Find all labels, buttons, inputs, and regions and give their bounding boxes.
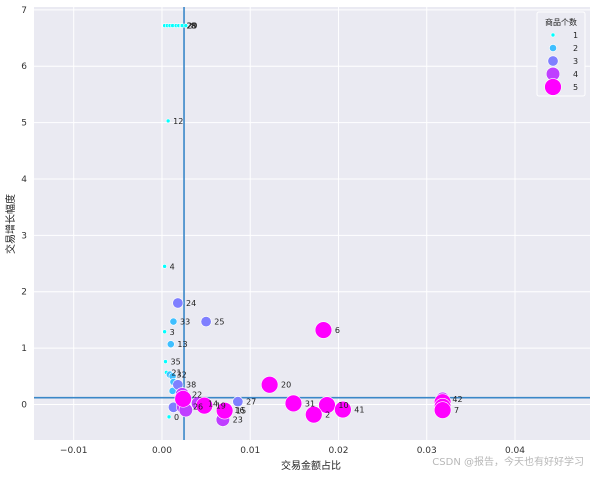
point-label: 25 [214,318,224,327]
x-axis-label: 交易金额占比 [281,459,341,472]
point-label: 27 [246,398,256,407]
x-tick-label: 0.04 [505,446,525,456]
legend-title: 商品个数 [545,17,577,27]
point-label: 26 [193,403,203,412]
y-tick-label: 0 [21,400,27,410]
legend-entry-label: 4 [573,70,578,79]
data-point [169,317,178,326]
point-label: 4 [170,262,175,271]
data-point [163,359,168,364]
data-point [215,401,234,420]
data-point [334,400,352,419]
legend-marker [547,55,559,67]
point-label: 29 [187,22,197,31]
point-label: 41 [354,406,364,415]
point-label: 38 [186,381,196,390]
data-point [200,316,212,328]
point-label: 3 [170,328,175,337]
y-tick-label: 3 [21,231,27,241]
point-label: 21 [171,368,181,377]
x-tick-label: 0.00 [152,446,172,456]
y-tick-labels: 0 1 2 3 4 5 6 7 [21,6,27,411]
point-label: 23 [233,416,243,425]
plot-background [34,7,590,440]
legend: 商品个数 1 2 3 4 5 [536,11,586,97]
data-point [314,321,333,339]
legend-entry-label: 5 [573,83,578,92]
legend-marker [544,78,562,96]
reference-lines [34,7,590,440]
data-point [433,401,452,419]
point-label: 6 [335,326,340,335]
point-label: 8 [191,22,196,31]
y-tick-label: 5 [21,119,27,129]
x-tick-label: 0.01 [240,446,260,456]
point-label: 22 [192,390,202,399]
data-points [162,23,452,427]
legend-entry-label: 3 [573,57,578,66]
point-label: 10 [338,401,348,410]
x-tick-label: 0.02 [328,446,348,456]
point-label: 7 [454,406,459,415]
legend-entry-label: 2 [573,44,578,53]
y-tick-label: 2 [21,288,27,298]
point-label: 20 [281,381,291,390]
point-label: 32 [177,371,187,380]
data-point [284,394,303,413]
point-label: 0 [174,413,179,422]
legend-marker [549,44,557,52]
data-point [260,376,279,394]
data-point [166,414,172,420]
watermark: CSDN @报告，今天也有好好学习 [432,455,584,468]
x-tick-label: −0.01 [60,446,88,456]
data-point [166,340,175,349]
point-label: 14 [208,399,218,408]
y-tick-label: 7 [21,6,27,16]
point-label: 2 [325,411,330,420]
y-tick-label: 1 [21,344,27,354]
data-point [165,118,171,124]
point-label: 16 [234,406,244,415]
point-label: 28 [186,22,196,31]
data-point [162,329,167,335]
data-point [318,396,336,414]
y-tick-label: 6 [21,62,27,72]
x-tick-labels: −0.01 0.00 0.01 0.02 0.03 0.04 [60,446,525,456]
point-label: 35 [170,358,180,367]
legend-entry-label: 1 [573,31,578,40]
data-point [172,297,184,309]
point-label: 12 [173,117,183,126]
point-label: 42 [452,395,462,404]
x-tick-label: 0.03 [417,446,437,456]
data-point [305,405,323,424]
point-label: 31 [305,399,315,408]
y-tick-label: 4 [21,175,27,185]
point-label: 15 [236,407,246,416]
data-point [174,390,192,408]
point-label: 24 [186,299,196,308]
grid [34,7,590,440]
data-point [162,264,167,269]
point-label: 13 [177,340,187,349]
legend-entries: 1 2 3 4 5 [544,31,578,96]
y-axis-label: 交易增长幅度 [4,194,17,254]
point-label: 19 [216,402,226,411]
data-point [195,396,214,415]
data-point [232,396,244,408]
legend-marker [550,32,556,38]
data-point [183,23,189,28]
point-label: 33 [180,318,190,327]
